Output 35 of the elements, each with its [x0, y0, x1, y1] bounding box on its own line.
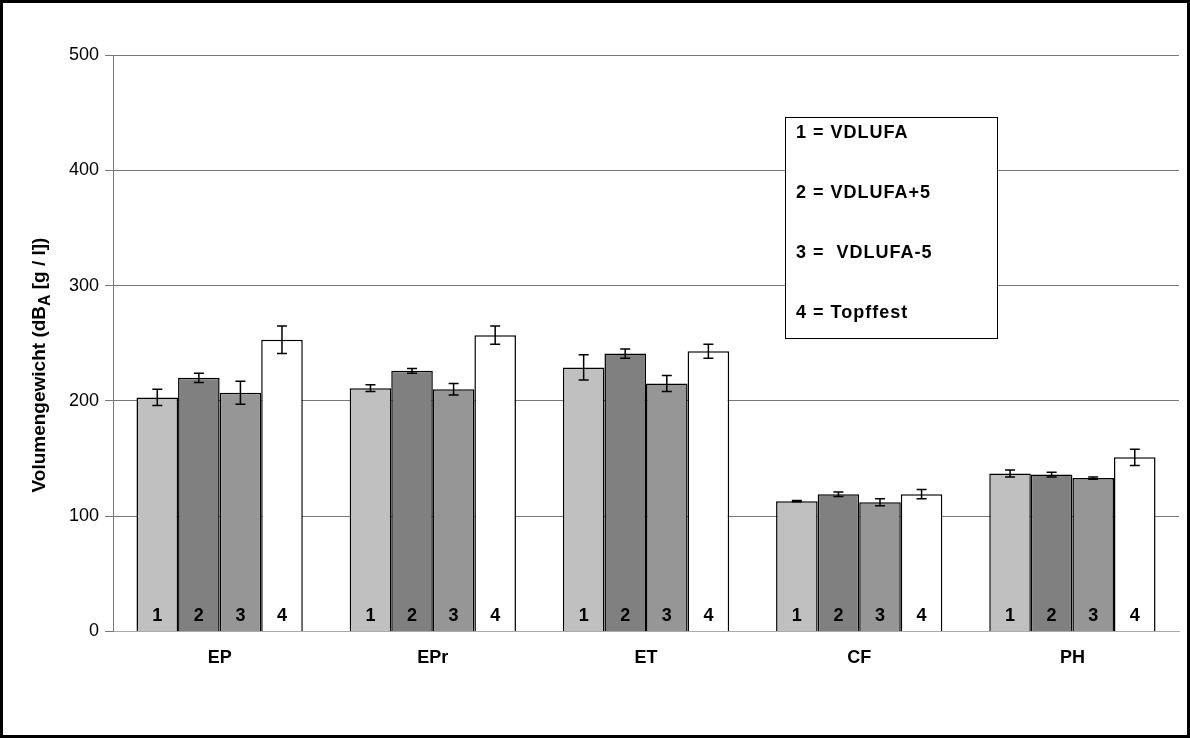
- text: 2: [407, 605, 418, 626]
- series-label: 1: [152, 605, 163, 626]
- series-label: 4: [276, 605, 287, 626]
- annotation: 1 = VDLUFA: [796, 122, 910, 144]
- y-tick-label: 500: [68, 43, 100, 64]
- annotation: 3 = VDLUFA-5: [796, 242, 934, 264]
- text: 2: [833, 605, 844, 626]
- text: 3: [448, 605, 459, 626]
- y-tick-label: 100: [68, 505, 100, 526]
- x-tick-label: CF: [847, 647, 872, 668]
- text: 1: [1005, 605, 1016, 626]
- annotation: 2 = VDLUFA+5: [796, 182, 933, 204]
- x-tick-label: PH: [1059, 647, 1085, 668]
- series-label: 2: [193, 605, 204, 626]
- text: 3: [661, 605, 672, 626]
- x-tick-label: EP: [207, 647, 232, 668]
- text: 4: [916, 605, 927, 626]
- text: 4: [703, 605, 714, 626]
- y-tick-label: 300: [68, 274, 100, 295]
- text: 2: [1046, 605, 1057, 626]
- text: 4: [490, 605, 501, 626]
- y-tick-label: 0: [89, 620, 100, 641]
- x-tick-label: ET: [634, 647, 658, 668]
- series-label: 3: [235, 605, 246, 626]
- annotation: 4 = Topffest: [796, 302, 910, 324]
- text: 3: [1088, 605, 1099, 626]
- x-tick-label: EPr: [417, 647, 449, 668]
- text: 4: [1129, 605, 1140, 626]
- y-tick-label: 400: [68, 159, 100, 180]
- text: 3: [874, 605, 885, 626]
- y-tick-label: 200: [68, 389, 100, 410]
- text: 2: [620, 605, 631, 626]
- text: 1: [365, 605, 376, 626]
- text: 1: [578, 605, 589, 626]
- text: 1: [791, 605, 802, 626]
